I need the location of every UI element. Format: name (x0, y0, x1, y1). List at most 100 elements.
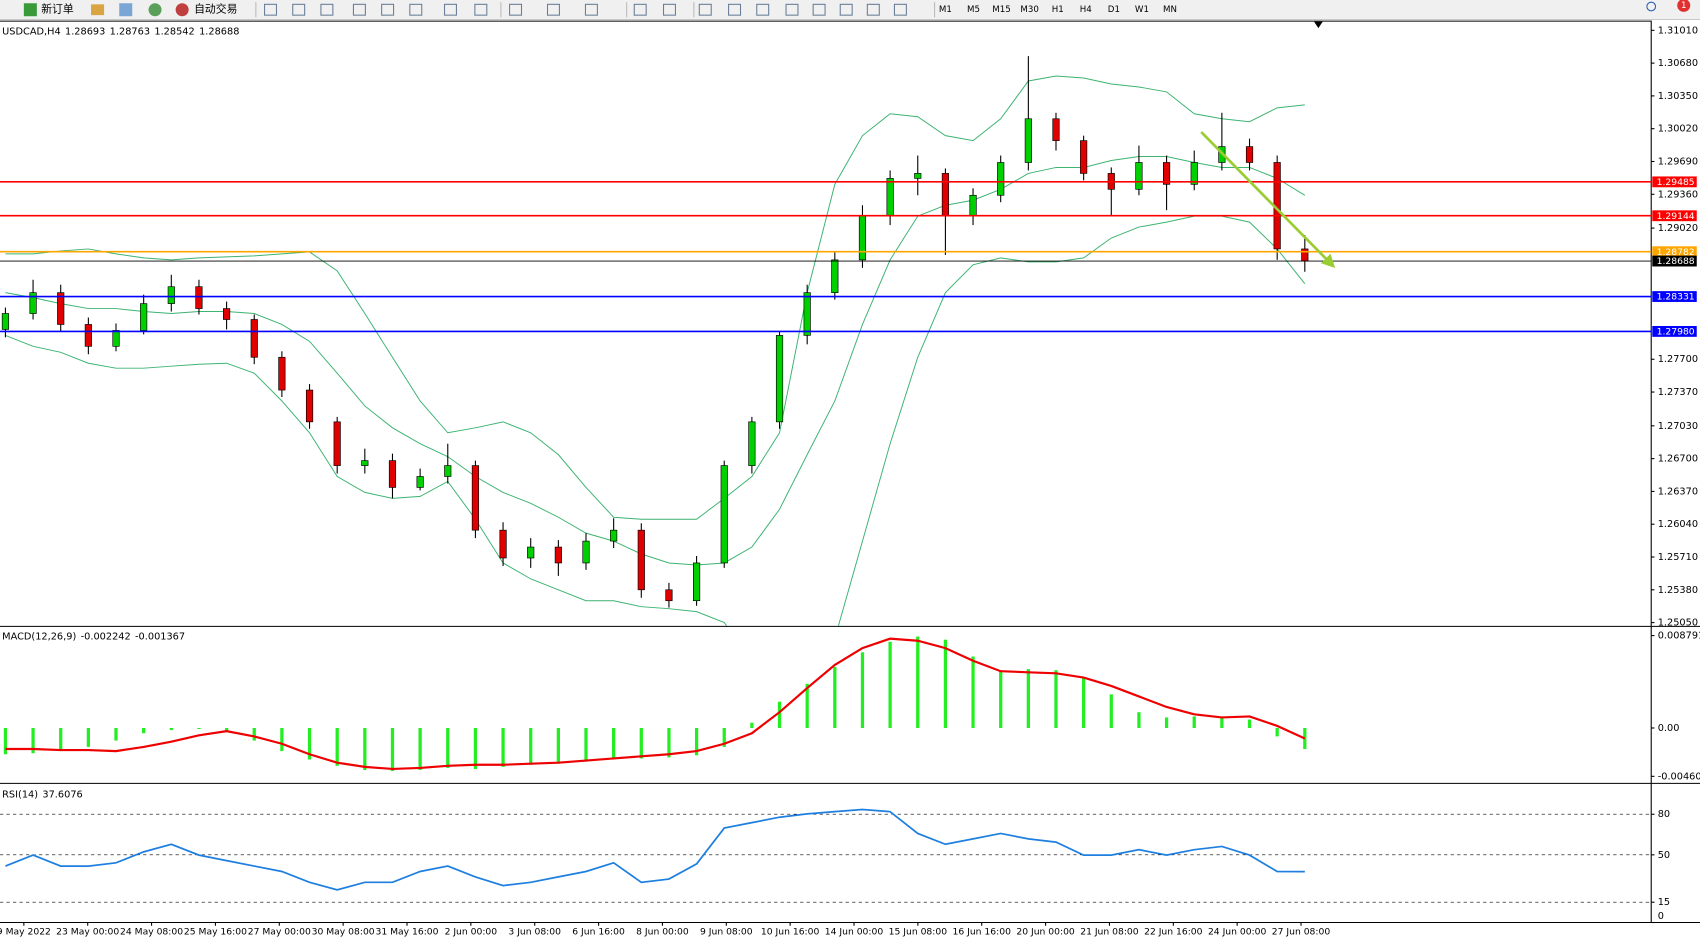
toolbar-icons (255, 2, 936, 18)
toolbar-button[interactable] (698, 3, 712, 16)
candle-body (914, 173, 922, 179)
macd-bar (1026, 669, 1030, 728)
timeframe-button[interactable]: M1 (939, 5, 952, 15)
candle-body (720, 465, 728, 564)
toolbar-button[interactable] (546, 3, 560, 16)
macd-bar (446, 727, 450, 768)
x-tick-label: 16 Jun 16:00 (953, 927, 1012, 938)
price-level-label: 1.28688 (1657, 256, 1695, 267)
auto-trading-button[interactable]: 自动交易 (194, 2, 237, 16)
header-value: 1.28693 (65, 26, 105, 37)
timeframe-button[interactable]: H1 (1052, 5, 1064, 15)
toolbar-button[interactable] (474, 3, 488, 16)
chart-bg (0, 20, 1700, 942)
toolbar-button[interactable] (352, 3, 366, 16)
candle-body (223, 308, 231, 320)
toolbar: 新订单 自动交易 M1 M5 M15 M30 H1 H4 D1 W1 MN 1 (0, 0, 1700, 21)
toolbar-button[interactable] (409, 3, 423, 16)
candle-body (84, 324, 92, 347)
macd-bar (114, 727, 118, 741)
candle-body (803, 292, 811, 336)
timeframe-button[interactable]: M5 (967, 5, 980, 15)
y-tick-label: 1.27030 (1658, 421, 1698, 432)
new-order-icon[interactable] (23, 3, 37, 17)
header-value: -0.002242 (81, 632, 131, 643)
candle-body (29, 292, 37, 314)
macd-bar (750, 722, 754, 728)
candle-body (444, 465, 452, 477)
timeframe-button[interactable]: M15 (992, 5, 1010, 15)
candle-body (416, 476, 424, 488)
toolbar-button[interactable] (263, 3, 278, 16)
x-tick-label: 2 Jun 00:00 (445, 927, 498, 938)
x-tick-label: 6 Jun 16:00 (572, 927, 625, 938)
timeframe-button[interactable]: D1 (1108, 5, 1120, 15)
x-tick-label: 31 May 16:00 (375, 927, 438, 938)
toolbar-button[interactable] (633, 3, 647, 16)
notification-badge[interactable] (1677, 0, 1691, 12)
candle-body (1245, 146, 1254, 163)
toolbar-button[interactable] (893, 3, 907, 16)
y-tick-label: 1.29690 (1658, 156, 1698, 167)
toolbar-button[interactable] (756, 3, 770, 16)
new-order-button[interactable]: 新订单 (41, 2, 74, 16)
toolbar-button[interactable] (443, 3, 457, 16)
auto-trading-icon[interactable] (175, 3, 189, 17)
price-level-tag (1652, 255, 1697, 267)
macd-bar (888, 641, 892, 728)
toolbar-button[interactable] (292, 3, 306, 16)
candle-body (499, 529, 507, 559)
timeframes: M1 M5 M15 M30 H1 H4 D1 W1 MN (939, 5, 1177, 15)
macd-bar (252, 727, 256, 741)
toolbar-button[interactable] (812, 3, 826, 16)
candle-body (250, 319, 258, 358)
toolbar-button[interactable] (320, 3, 334, 16)
toolbar-icon[interactable] (119, 3, 133, 17)
toolbar-button[interactable] (584, 3, 598, 16)
candle-body (858, 215, 867, 261)
bollinger-middle (5, 156, 1306, 566)
toolbar-button[interactable] (381, 3, 395, 16)
macd-bar (860, 652, 865, 728)
toolbar-button[interactable] (662, 3, 676, 16)
price-level-tag (1652, 176, 1697, 188)
candle-body (333, 421, 341, 466)
y-tick-label: 1.30680 (1658, 58, 1698, 69)
macd-bar (1220, 716, 1224, 728)
macd-bar (86, 727, 90, 747)
x-tick-label: 30 May 08:00 (312, 927, 375, 938)
toolbar-icon[interactable] (148, 3, 162, 17)
toolbar-button[interactable] (509, 3, 523, 16)
timeframe-button[interactable]: W1 (1135, 5, 1149, 15)
timeframe-button[interactable]: H4 (1080, 5, 1093, 15)
timeframe-button[interactable]: MN (1163, 5, 1177, 15)
y-tick-label: 1.26040 (1658, 519, 1698, 530)
toolbar-icon[interactable] (91, 4, 105, 16)
toolbar-button[interactable] (866, 3, 880, 16)
candle-body (1190, 162, 1198, 185)
x-tick-label: 24 May 08:00 (120, 927, 183, 938)
y-tick-label: 1.27700 (1658, 354, 1698, 365)
macd-bar (805, 683, 809, 728)
macd-bar (584, 727, 588, 762)
y-tick-label: 50 (1658, 850, 1670, 861)
candle-body (305, 389, 314, 423)
indicator-name: USDCAD,H4 (2, 26, 60, 37)
x-tick-label: 23 May 00:00 (56, 927, 119, 938)
rsi-line (5, 808, 1305, 891)
macd-bar (943, 639, 948, 728)
macd-bar (999, 670, 1003, 728)
macd-bar (1192, 716, 1196, 728)
bollinger-upper (5, 75, 1305, 520)
toolbar-button[interactable] (839, 3, 853, 16)
candle-body (1163, 162, 1171, 185)
indicator-name: RSI(14) (2, 790, 38, 801)
header-value: -0.001367 (135, 632, 185, 643)
y-tick-label: 1.31010 (1658, 25, 1698, 36)
toolbar-button[interactable] (728, 3, 742, 16)
timeframe-button[interactable]: M30 (1020, 5, 1038, 15)
search-icon[interactable] (1646, 1, 1657, 12)
toolbar-button[interactable] (785, 3, 799, 16)
